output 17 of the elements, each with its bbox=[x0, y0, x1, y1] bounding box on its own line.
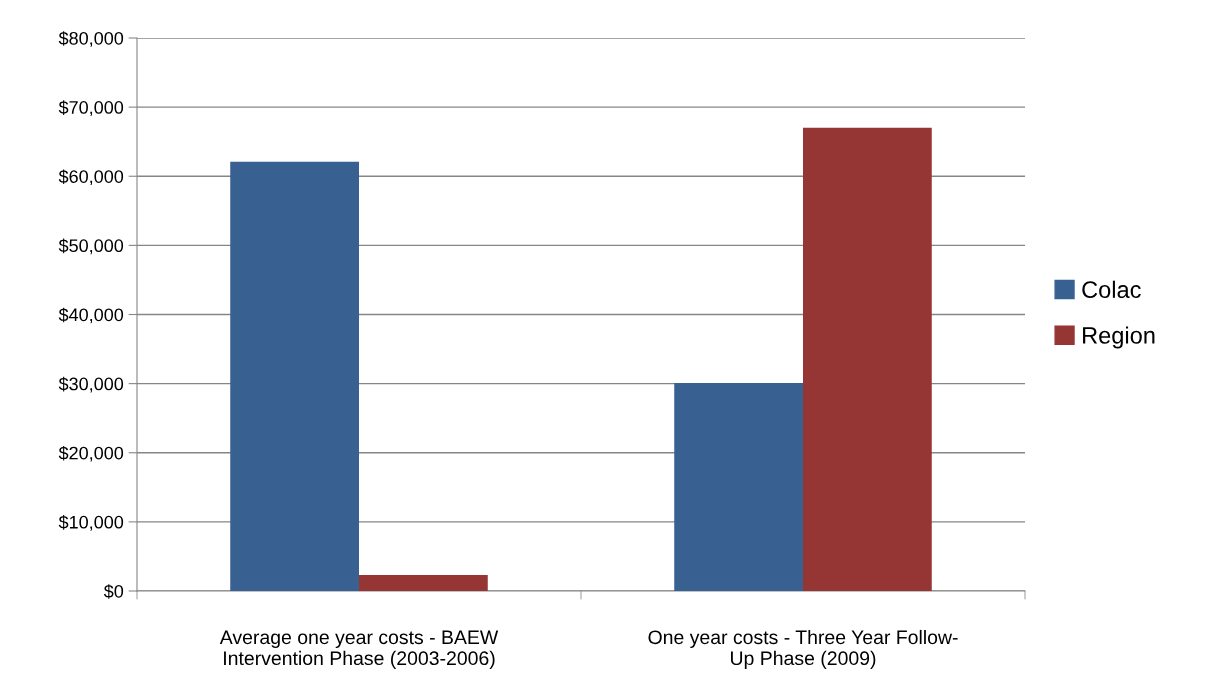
bar bbox=[803, 127, 932, 591]
y-tick-label: $30,000 bbox=[58, 376, 124, 393]
y-tick-label: $60,000 bbox=[58, 169, 124, 186]
y-tick-label: $10,000 bbox=[58, 515, 124, 531]
y-tick-label: $80,000 bbox=[58, 31, 124, 47]
y-tick-label: $50,000 bbox=[58, 238, 124, 255]
bar bbox=[230, 161, 359, 591]
legend-label: Colac bbox=[1082, 280, 1141, 299]
x-tick-label: Average one year costs - BAEW Intervention Phase (2003-2006) bbox=[219, 630, 499, 669]
bar bbox=[674, 382, 803, 591]
y-tick-label: $70,000 bbox=[58, 100, 124, 116]
y-tick-label: $20,000 bbox=[58, 445, 124, 462]
bar bbox=[359, 575, 488, 591]
y-tick-label: $40,000 bbox=[58, 307, 124, 324]
y-tick-label: $0 bbox=[103, 584, 124, 599]
x-tick-label: One year costs - Three Year Follow- Up Phase (2009) bbox=[648, 629, 958, 669]
legend-label: Region bbox=[1083, 326, 1155, 349]
